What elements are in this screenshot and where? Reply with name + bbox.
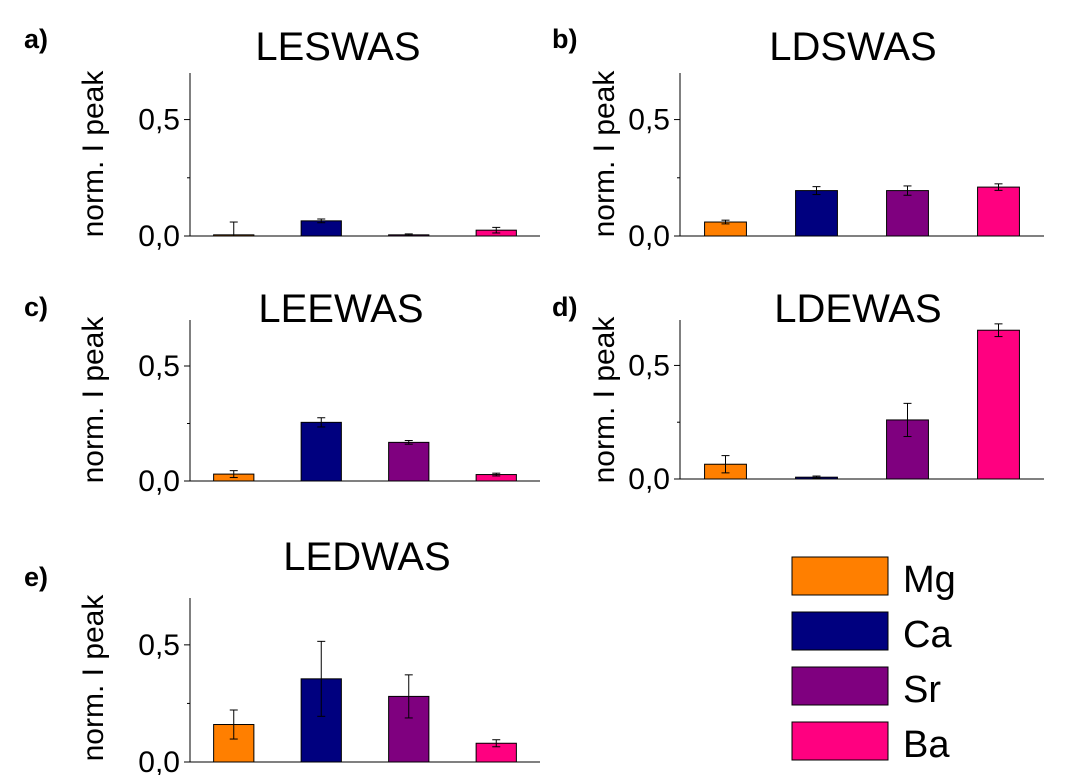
- bar-sr: [886, 190, 929, 237]
- panel-letter: a): [24, 24, 48, 54]
- y-axis-label: norm. I peak: [588, 70, 621, 238]
- panel-title: LDEWAS: [774, 287, 941, 331]
- panel-title: LESWAS: [255, 25, 420, 69]
- y-axis-label: norm. I peak: [588, 316, 621, 484]
- panel-letter: e): [24, 562, 48, 592]
- bar-sr: [388, 441, 430, 482]
- y-tick-label: 0,5: [628, 349, 670, 382]
- panel-title: LEDWAS: [283, 535, 450, 579]
- y-tick-label: 0,0: [138, 465, 180, 498]
- y-tick-label: 0,5: [628, 104, 670, 137]
- y-axis-label: norm. I peak: [77, 316, 110, 484]
- legend-swatch-mg: [791, 556, 889, 596]
- panel-ledwas: e) LEDWAS norm. I peak 0,0 0,5: [24, 535, 540, 775]
- panel-leswas: a) LESWAS norm. I peak 0,0 0,5: [24, 24, 540, 253]
- legend-label-ca: Ca: [903, 614, 952, 656]
- panel-title: LEEWAS: [258, 287, 423, 331]
- panel-ldswas: b) LDSWAS norm. I peak 0,0 0,5: [552, 24, 1044, 253]
- y-tick-label: 0,0: [628, 220, 670, 253]
- legend-swatch-ca: [791, 611, 889, 651]
- bar-ba: [977, 186, 1020, 237]
- y-tick-label: 0,0: [138, 746, 180, 775]
- panel-leewas: c) LEEWAS norm. I peak 0,0 0,5: [24, 287, 540, 498]
- y-tick-label: 0,0: [628, 463, 670, 496]
- y-axis-label: norm. I peak: [77, 70, 110, 238]
- bar-ca: [300, 421, 342, 482]
- panel-title: LDSWAS: [769, 25, 936, 69]
- legend-swatch-ba: [791, 721, 889, 761]
- legend-swatch-sr: [791, 666, 889, 706]
- legend: Mg Ca Sr Ba: [791, 556, 956, 766]
- panel-letter: b): [552, 24, 577, 54]
- panel-ldewas: d) LDEWAS norm. I peak 0,0 0,5: [552, 287, 1044, 496]
- legend-label-sr: Sr: [903, 669, 941, 711]
- y-tick-label: 0,5: [138, 629, 180, 662]
- bar-ca: [795, 190, 838, 237]
- legend-label-mg: Mg: [903, 559, 956, 601]
- panel-letter: c): [24, 292, 48, 322]
- bar-ba: [977, 329, 1020, 480]
- legend-label-ba: Ba: [903, 724, 950, 766]
- y-tick-label: 0,5: [138, 350, 180, 383]
- y-tick-label: 0,0: [138, 220, 180, 253]
- panel-letter: d): [552, 292, 577, 322]
- y-axis-label: norm. I peak: [77, 594, 110, 762]
- y-tick-label: 0,5: [138, 104, 180, 137]
